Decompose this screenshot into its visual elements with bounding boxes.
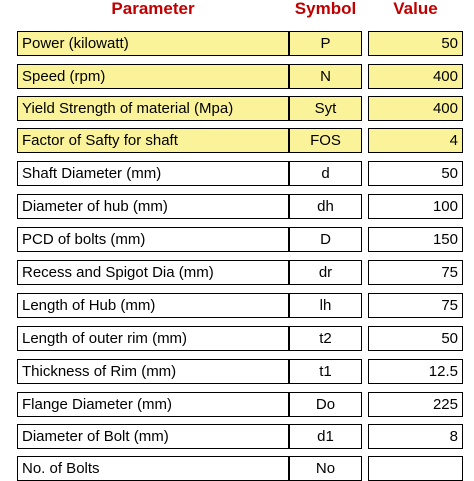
table-row: Yield Strength of material (Mpa) Syt 400 [0, 96, 474, 121]
table-row: Power (kilowatt) P 50 [0, 31, 474, 56]
value-cell[interactable]: 8 [368, 424, 463, 449]
parameter-cell[interactable]: Factor of Safty for shaft [17, 128, 289, 153]
table-row: Length of outer rim (mm) t2 50 [0, 326, 474, 351]
value-cell[interactable]: 50 [368, 161, 463, 186]
parameter-cell[interactable]: Power (kilowatt) [17, 31, 289, 56]
value-cell[interactable]: 400 [368, 96, 463, 121]
symbol-cell[interactable]: No [289, 456, 362, 481]
parameter-cell[interactable]: No. of Bolts [17, 456, 289, 481]
table-row: Factor of Safty for shaft FOS 4 [0, 128, 474, 153]
table-header: Parameter Symbol Value [0, 0, 474, 20]
parameter-cell[interactable]: Shaft Diameter (mm) [17, 161, 289, 186]
header-parameter: Parameter [111, 0, 195, 18]
table-row: Length of Hub (mm) lh 75 [0, 293, 474, 318]
parameter-cell[interactable]: Length of Hub (mm) [17, 293, 289, 318]
table-row: Shaft Diameter (mm) d 50 [0, 161, 474, 186]
value-cell[interactable]: 150 [368, 227, 463, 252]
symbol-cell[interactable]: lh [289, 293, 362, 318]
table-row: Thickness of Rim (mm) t1 12.5 [0, 359, 474, 384]
symbol-cell[interactable]: Do [289, 392, 362, 417]
value-cell[interactable]: 50 [368, 326, 463, 351]
value-cell[interactable]: 100 [368, 194, 463, 219]
value-cell[interactable]: 4 [368, 128, 463, 153]
parameter-cell[interactable]: Diameter of hub (mm) [17, 194, 289, 219]
header-value: Value [393, 0, 438, 18]
symbol-cell[interactable]: t1 [289, 359, 362, 384]
table-row: Diameter of hub (mm) dh 100 [0, 194, 474, 219]
value-cell[interactable] [368, 456, 463, 481]
parameter-cell[interactable]: Length of outer rim (mm) [17, 326, 289, 351]
value-cell[interactable]: 225 [368, 392, 463, 417]
symbol-cell[interactable]: dh [289, 194, 362, 219]
parameter-cell[interactable]: Speed (rpm) [17, 64, 289, 89]
symbol-cell[interactable]: d1 [289, 424, 362, 449]
value-cell[interactable]: 12.5 [368, 359, 463, 384]
value-cell[interactable]: 50 [368, 31, 463, 56]
symbol-cell[interactable]: P [289, 31, 362, 56]
value-cell[interactable]: 400 [368, 64, 463, 89]
table-row: Recess and Spigot Dia (mm) dr 75 [0, 260, 474, 285]
symbol-cell[interactable]: d [289, 161, 362, 186]
symbol-cell[interactable]: D [289, 227, 362, 252]
symbol-cell[interactable]: N [289, 64, 362, 89]
parameter-cell[interactable]: Yield Strength of material (Mpa) [17, 96, 289, 121]
value-cell[interactable]: 75 [368, 260, 463, 285]
symbol-cell[interactable]: FOS [289, 128, 362, 153]
symbol-cell[interactable]: t2 [289, 326, 362, 351]
table-row: PCD of bolts (mm) D 150 [0, 227, 474, 252]
header-symbol: Symbol [294, 0, 357, 18]
parameter-cell[interactable]: PCD of bolts (mm) [17, 227, 289, 252]
parameter-cell[interactable]: Recess and Spigot Dia (mm) [17, 260, 289, 285]
table-row: Flange Diameter (mm) Do 225 [0, 392, 474, 417]
symbol-cell[interactable]: dr [289, 260, 362, 285]
parameter-cell[interactable]: Thickness of Rim (mm) [17, 359, 289, 384]
table-row: Diameter of Bolt (mm) d1 8 [0, 424, 474, 449]
table-row: No. of Bolts No [0, 456, 474, 481]
table-row: Speed (rpm) N 400 [0, 64, 474, 89]
parameter-cell[interactable]: Diameter of Bolt (mm) [17, 424, 289, 449]
parameter-cell[interactable]: Flange Diameter (mm) [17, 392, 289, 417]
value-cell[interactable]: 75 [368, 293, 463, 318]
symbol-cell[interactable]: Syt [289, 96, 362, 121]
